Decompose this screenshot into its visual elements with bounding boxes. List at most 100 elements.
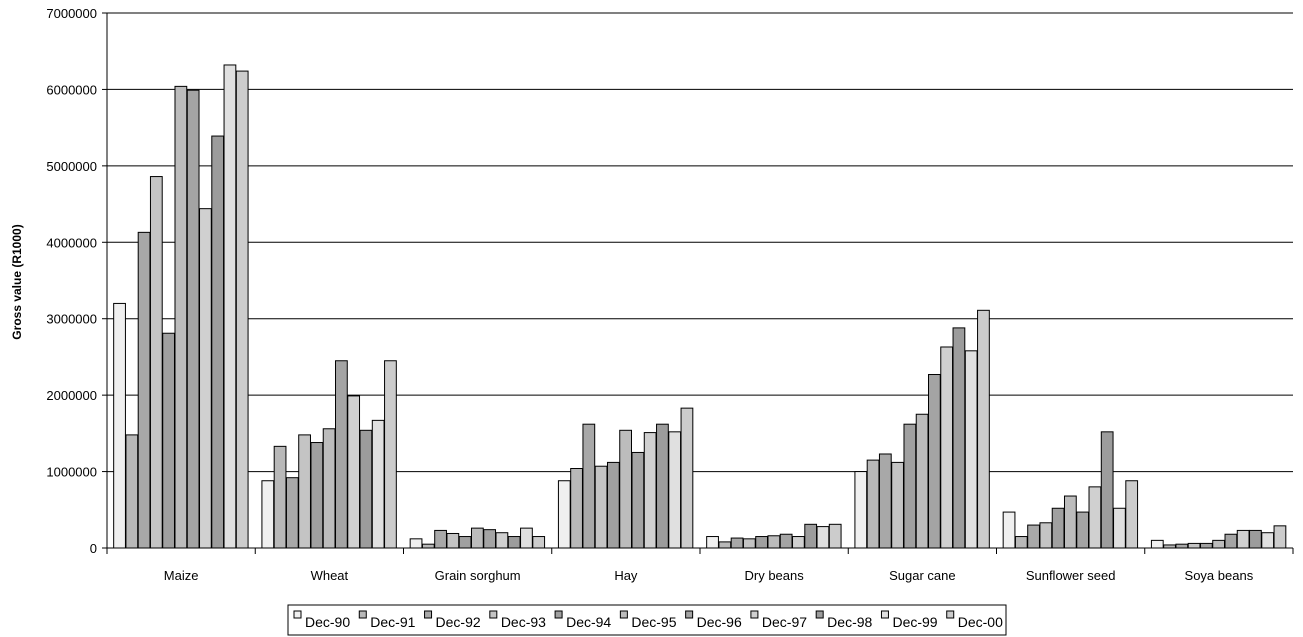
bar — [384, 360, 397, 549]
legend-label: Dec-90 — [305, 614, 350, 630]
x-tick-labels: Maize Wheat Grain sorghum Hay Dry beans Sugar… — [164, 568, 1254, 583]
bar — [940, 346, 954, 549]
x-tick-label: Sunflower seed — [1026, 568, 1116, 583]
y-tick-label: 7000000 — [46, 6, 97, 21]
legend-swatch — [880, 610, 889, 619]
bar — [854, 471, 868, 549]
bar — [1088, 486, 1102, 549]
legend-label: Dec-99 — [892, 614, 937, 630]
bar — [495, 532, 509, 549]
bar — [582, 423, 596, 549]
bar — [149, 176, 163, 549]
bar — [186, 89, 200, 549]
bar — [755, 536, 768, 549]
gridlines — [107, 12, 1293, 473]
y-axis-label: Gross value (R1000) — [10, 224, 24, 339]
bar — [816, 526, 830, 549]
bar — [606, 461, 620, 549]
bar — [1261, 532, 1275, 549]
bar — [434, 529, 447, 549]
x-tick-label: Sugar cane — [889, 568, 956, 583]
legend: Dec-90 Dec-91 Dec-92 Dec-93 Dec-94 Dec-95 Dec-… — [287, 604, 1007, 636]
y-tick-label: 1000000 — [46, 465, 97, 480]
bar — [706, 536, 719, 549]
bar — [235, 70, 249, 549]
bar — [1236, 529, 1250, 549]
bar — [903, 423, 917, 549]
y-tick-label: 5000000 — [46, 159, 97, 174]
legend-label: Dec-98 — [827, 614, 872, 630]
legend-swatch — [946, 610, 955, 619]
bars — [113, 64, 1287, 549]
y-tick-label: 4000000 — [46, 235, 97, 250]
bar — [1273, 525, 1287, 549]
bar — [1100, 431, 1114, 549]
bar — [866, 459, 880, 549]
bar — [261, 480, 275, 549]
bar — [742, 538, 756, 549]
bar — [1113, 507, 1126, 549]
bar — [557, 480, 571, 549]
x-tick-label: Wheat — [311, 568, 349, 583]
bar — [113, 302, 126, 549]
legend-swatch — [619, 610, 628, 619]
bar — [656, 423, 669, 549]
bar — [680, 407, 694, 549]
bar — [668, 431, 682, 549]
bar — [1002, 511, 1016, 549]
legend-swatch — [489, 610, 498, 619]
bar — [322, 428, 336, 549]
legend-swatch — [554, 610, 563, 619]
bar — [977, 309, 990, 549]
bar — [915, 413, 929, 549]
bar — [1125, 480, 1139, 549]
bar — [1027, 524, 1040, 549]
x-tick-label: Grain sorghum — [435, 568, 521, 583]
bar — [1224, 533, 1238, 549]
bar — [446, 532, 460, 549]
legend-swatch — [358, 610, 367, 619]
bar — [483, 529, 497, 549]
bar — [804, 523, 818, 549]
bar — [310, 442, 324, 549]
bar — [137, 231, 151, 549]
bar — [718, 541, 732, 549]
x-tick-label: Soya beans — [1185, 568, 1254, 583]
axes — [106, 13, 1294, 554]
bar — [878, 453, 892, 549]
bar — [792, 536, 805, 549]
legend-swatch — [293, 610, 302, 619]
bar — [1199, 542, 1213, 549]
bar — [174, 85, 188, 549]
legend-swatch — [815, 610, 824, 619]
bar — [223, 64, 237, 549]
bar — [730, 537, 744, 549]
bar — [1063, 495, 1077, 549]
legend-swatch — [685, 610, 694, 619]
bar — [619, 429, 632, 549]
x-tick-label: Dry beans — [745, 568, 805, 583]
bar — [409, 538, 423, 549]
bar — [767, 535, 781, 549]
bar — [779, 533, 793, 549]
bar — [199, 208, 212, 549]
legend-swatch — [750, 610, 759, 619]
bar — [1150, 539, 1164, 549]
legend-label: Dec-92 — [436, 614, 481, 630]
bar — [643, 432, 657, 549]
y-tick-label: 2000000 — [46, 388, 97, 403]
bar — [162, 332, 175, 549]
bar — [631, 451, 645, 549]
y-tick-label: 3000000 — [46, 312, 97, 327]
bar — [1051, 507, 1065, 549]
bar — [1187, 542, 1201, 549]
bar — [964, 350, 978, 549]
legend-label: Dec-93 — [501, 614, 546, 630]
bar — [347, 395, 361, 549]
bar — [1014, 536, 1028, 549]
x-tick-label: Maize — [164, 568, 199, 583]
bar — [273, 445, 287, 549]
legend-label: Dec-00 — [958, 614, 1003, 630]
legend-box — [287, 604, 1007, 636]
